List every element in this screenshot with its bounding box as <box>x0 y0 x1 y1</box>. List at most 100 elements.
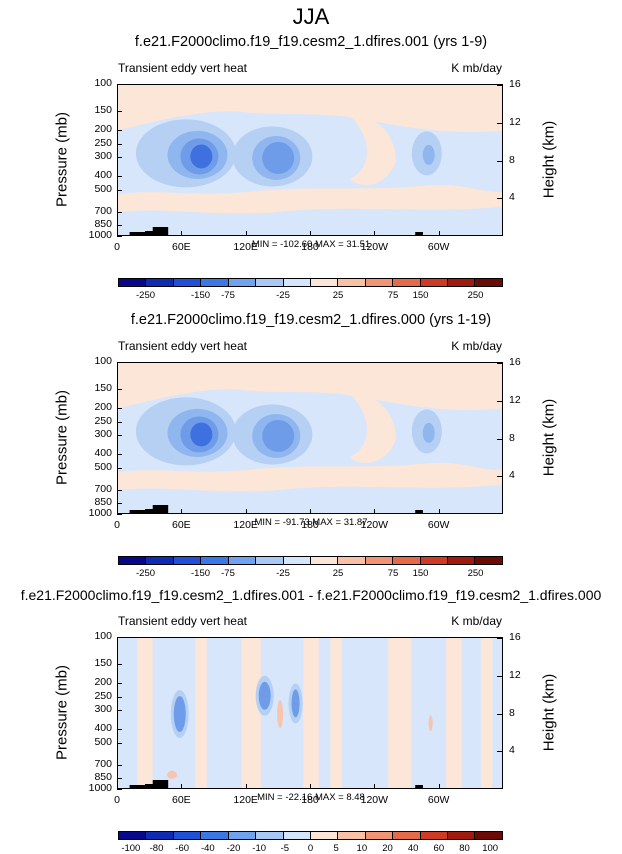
colorbar-swatch <box>447 557 475 564</box>
x-tick-label: 120W <box>360 241 389 253</box>
colorbar-label: 10 <box>356 843 368 854</box>
contour-diff-positive-7 <box>480 638 493 788</box>
x-tick-mark <box>245 509 247 514</box>
contour-diff-positive-5 <box>388 638 412 788</box>
colorbar-swatch <box>172 557 201 564</box>
colorbar-swatch <box>364 279 393 286</box>
panel-title: f.e21.F2000climo.f19_f19.cesm2_1.dfires.… <box>134 34 488 50</box>
pressure-tick-label: 700 <box>94 758 112 771</box>
contour-diff-pos-core-1 <box>428 715 433 732</box>
height-tick-label: 16 <box>509 78 521 91</box>
colorbar-swatch <box>200 279 228 286</box>
colorbar-label: 25 <box>332 290 344 301</box>
x-tick-mark <box>181 231 183 236</box>
pressure-tick-label: 250 <box>94 137 112 150</box>
x-tick-label: 0 <box>114 794 120 806</box>
colorbar-swatch <box>227 279 256 286</box>
orography-0 <box>129 510 153 513</box>
colorbar-label: 25 <box>332 568 344 579</box>
orography-3 <box>222 235 234 236</box>
panel-title: f.e21.F2000climo.f19_f19.cesm2_1.dfires.… <box>130 312 492 328</box>
height-tick-label: 8 <box>509 706 515 719</box>
colorbar-swatch <box>309 832 338 839</box>
pressure-tick-mark <box>117 212 122 214</box>
colorbar-swatch <box>145 557 173 564</box>
x-tick-label: 120E <box>233 241 258 253</box>
colorbar-label: -100 <box>121 843 141 854</box>
colorbar-swatch <box>119 279 146 286</box>
height-tick-mark <box>497 363 502 365</box>
height-tick-label: 16 <box>509 631 521 644</box>
contour-central-lobe-2 <box>262 419 295 452</box>
orography-4 <box>415 232 423 235</box>
pressure-tick-mark <box>117 778 122 780</box>
pressure-tick-label: 1000 <box>88 782 112 794</box>
min-max-label: MIN = -22.16 MAX = 8.48 <box>257 792 365 803</box>
contour-west-lobe-3 <box>190 422 213 447</box>
pressure-tick-mark <box>117 503 122 505</box>
pressure-tick-label: 150 <box>94 381 112 394</box>
orography-4 <box>415 510 423 513</box>
orography-0 <box>129 785 153 788</box>
height-tick-mark <box>497 638 502 640</box>
x-tick-mark <box>117 231 118 236</box>
x-tick-label: 180 <box>301 241 319 253</box>
pressure-tick-mark <box>117 789 122 790</box>
panel-title: f.e21.F2000climo.f19_f19.cesm2_1.dfires.… <box>20 587 602 603</box>
contour-diff-negative-inner-1 <box>258 681 271 710</box>
colorbar-swatch <box>392 557 420 564</box>
height-tick-label: 8 <box>509 431 515 444</box>
x-tick-label: 60W <box>427 519 450 531</box>
x-tick-label: 0 <box>114 241 120 253</box>
orography-2 <box>152 227 169 235</box>
x-tick-label: 60E <box>171 241 191 253</box>
colorbar-swatch <box>392 279 420 286</box>
x-tick-mark <box>245 231 247 236</box>
colorbar-swatch <box>200 832 228 839</box>
pressure-tick-label: 700 <box>94 483 112 496</box>
pressure-tick-mark <box>117 663 122 665</box>
contour-diff-positive-4 <box>330 638 342 788</box>
x-tick-mark <box>181 784 183 789</box>
colorbar-swatch <box>255 832 283 839</box>
height-tick-label: 12 <box>509 393 521 406</box>
pressure-tick-mark <box>117 144 122 146</box>
y-axis-label-pressure: Pressure (mb) <box>53 664 71 761</box>
height-tick-label: 16 <box>509 356 521 369</box>
colorbar-label: -10 <box>252 843 267 854</box>
y-axis-label-height: Height (km) <box>540 673 558 752</box>
colorbar-label: 100 <box>482 843 499 854</box>
x-tick-mark <box>310 784 311 789</box>
height-tick-label: 12 <box>509 115 521 128</box>
panel-subtitle: Transient eddy vert heat <box>118 614 247 628</box>
pressure-tick-mark <box>117 743 122 745</box>
x-tick-label: 60W <box>427 794 450 806</box>
orography-5 <box>423 513 438 514</box>
pressure-tick-mark <box>117 407 122 409</box>
colorbar-swatch <box>309 557 338 564</box>
colorbar-swatch <box>282 557 310 564</box>
colorbar-swatch <box>119 557 146 564</box>
pressure-tick-label: 200 <box>94 122 112 135</box>
x-tick-label: 180 <box>301 794 319 806</box>
pressure-tick-label: 500 <box>94 461 112 474</box>
contour-plot <box>118 85 502 236</box>
pressure-tick-label: 400 <box>94 168 112 181</box>
colorbar-swatch <box>419 279 448 286</box>
pressure-tick-label: 250 <box>94 690 112 703</box>
pressure-tick-mark <box>117 156 122 158</box>
pressure-tick-mark <box>117 190 122 192</box>
y-axis-label-pressure: Pressure (mb) <box>53 111 71 208</box>
panel-units: K mb/day <box>451 339 502 353</box>
height-tick-label: 4 <box>509 191 515 204</box>
colorbar-label: 250 <box>467 290 484 301</box>
height-tick-mark <box>497 85 502 87</box>
pressure-tick-label: 300 <box>94 149 112 162</box>
height-tick-mark <box>497 122 502 124</box>
contour-diff-positive-1 <box>195 638 207 788</box>
plot-area <box>117 637 503 789</box>
pressure-tick-label: 150 <box>94 656 112 669</box>
height-tick-label: 8 <box>509 153 515 166</box>
colorbar-swatch <box>474 279 502 286</box>
pressure-tick-mark <box>117 637 122 638</box>
